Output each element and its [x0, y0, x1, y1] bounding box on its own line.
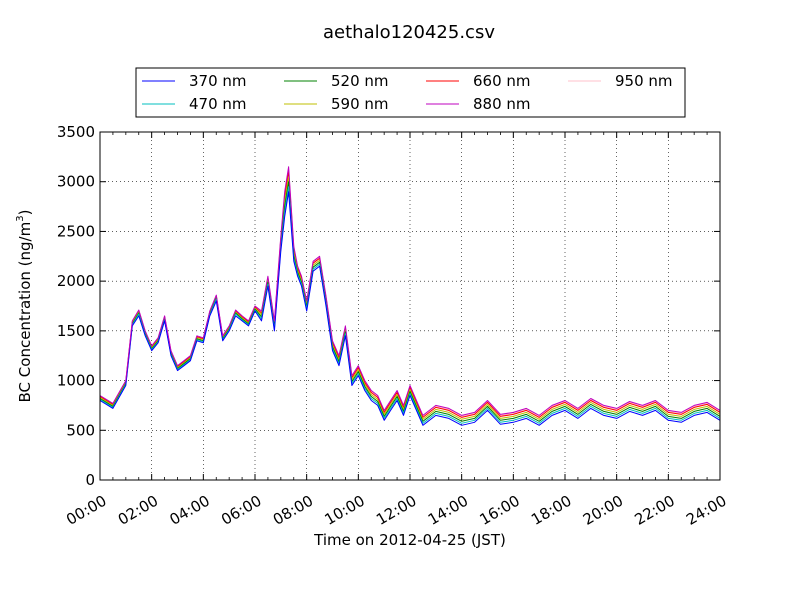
y-tick-label: 0 — [85, 471, 95, 489]
legend-item: 590 nm — [284, 95, 389, 113]
y-tick-label: 3000 — [57, 173, 95, 191]
legend-label: 520 nm — [331, 72, 389, 90]
series-layer — [99, 166, 721, 426]
legend-label: 950 nm — [615, 72, 673, 90]
y-axis-label-main: BC Concentration (ng/m — [16, 222, 34, 403]
x-tick-label: 20:00 — [580, 492, 626, 529]
x-tick-label: 00:00 — [63, 492, 109, 529]
legend-item: 880 nm — [426, 95, 531, 113]
x-tick-label: 06:00 — [218, 492, 264, 529]
series-line-370-nm — [99, 191, 721, 426]
legend-item: 470 nm — [142, 95, 247, 113]
x-tick-label: 24:00 — [683, 492, 729, 529]
legend-label: 470 nm — [189, 95, 247, 113]
axis-ticks — [99, 131, 721, 481]
y-tick-label: 2000 — [57, 272, 95, 290]
x-tick-label: 12:00 — [373, 492, 419, 529]
x-tick-label: 14:00 — [425, 492, 471, 529]
chart-title: aethalo120425.csv — [323, 22, 495, 43]
y-tick-label: 1500 — [57, 322, 95, 340]
y-tick-label: 1000 — [57, 372, 95, 390]
legend-item: 950 nm — [568, 72, 673, 90]
y-tick-label: 3500 — [57, 123, 95, 141]
legend-label: 590 nm — [331, 95, 389, 113]
y-axis-label: BC Concentration (ng/m3) — [15, 210, 34, 403]
x-tick-labels: 00:00 02:00 04:00 06:00 08:00 10:00 12:00 14:00… — [63, 492, 729, 529]
y-axis-label-tail: ) — [16, 210, 34, 216]
x-tick-label: 16:00 — [476, 492, 522, 529]
y-tick-labels: 0 500 1000 1500 2000 2500 3000 3500 — [57, 123, 95, 489]
legend-item: 520 nm — [284, 72, 389, 90]
series-line-880-nm — [99, 166, 721, 416]
legend: 370 nm 470 nm 520 nm 590 nm 660 nm 880 nm 950 … — [135, 67, 686, 118]
legend-label: 370 nm — [189, 72, 247, 90]
x-tick-label: 10:00 — [321, 492, 367, 529]
x-tick-label: 18:00 — [528, 492, 574, 529]
legend-box — [135, 67, 686, 118]
legend-label: 880 nm — [473, 95, 531, 113]
y-axis-label-superscript: 3 — [15, 215, 26, 221]
y-tick-label: 2500 — [57, 222, 95, 240]
legend-label: 660 nm — [473, 72, 531, 90]
legend-item: 660 nm — [426, 72, 531, 90]
legend-item: 370 nm — [142, 72, 247, 90]
y-tick-label: 500 — [66, 421, 95, 439]
x-tick-label: 08:00 — [270, 492, 316, 529]
grid-lines — [100, 132, 720, 480]
x-tick-label: 22:00 — [631, 492, 677, 529]
x-tick-label: 02:00 — [115, 492, 161, 529]
x-tick-label: 04:00 — [166, 492, 212, 529]
x-axis-label: Time on 2012-04-25 (JST) — [313, 531, 506, 549]
series-line-590-nm — [99, 176, 721, 420]
